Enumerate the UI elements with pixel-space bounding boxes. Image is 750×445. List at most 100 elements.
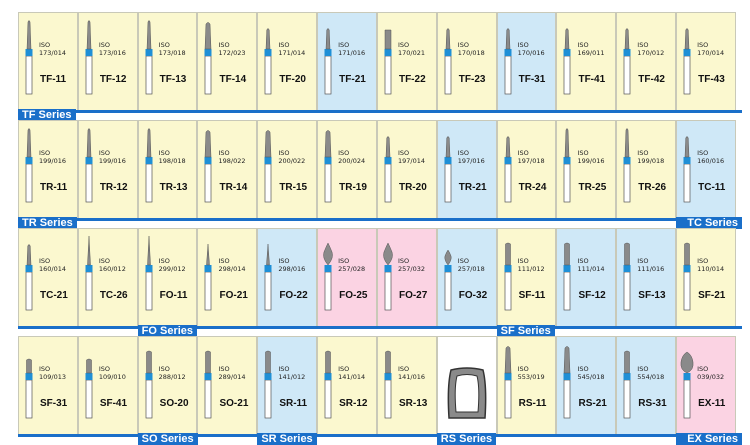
bur-icon xyxy=(623,350,631,419)
bur-ring xyxy=(683,373,691,380)
iso-label: ISO xyxy=(397,41,410,49)
product-code: TR-21 xyxy=(458,182,487,193)
bur-ring xyxy=(683,265,691,272)
iso-label: ISO xyxy=(158,257,170,265)
product-code: SF-13 xyxy=(638,290,666,301)
bur-head xyxy=(505,136,510,158)
product-code: TR-12 xyxy=(99,182,128,193)
product-code: TC-26 xyxy=(99,290,128,301)
bur-shank xyxy=(504,379,511,419)
iso-label: ISO xyxy=(98,257,110,265)
bur-shank xyxy=(25,163,33,203)
bur-icon xyxy=(204,130,212,203)
bur-ring xyxy=(683,157,691,164)
bur-ring xyxy=(563,157,571,164)
bur-icon xyxy=(204,243,212,311)
bur-shank xyxy=(564,55,571,95)
bur-icon xyxy=(264,243,272,311)
bur-head xyxy=(266,243,271,266)
iso-number: 197/014 xyxy=(397,156,425,165)
iso-label: ISO xyxy=(697,149,709,157)
iso-number: 160/016 xyxy=(697,156,725,165)
product-code: FO-32 xyxy=(458,290,488,301)
bur-shank xyxy=(564,271,571,311)
product-code: TF-23 xyxy=(458,74,486,85)
bur-ring xyxy=(25,373,33,380)
iso-label: ISO xyxy=(278,41,290,49)
iso-label: ISO xyxy=(397,365,410,373)
iso-number: 170/014 xyxy=(697,48,725,57)
iso-label: ISO xyxy=(158,149,170,157)
bur-icon xyxy=(264,130,272,203)
bur-ring xyxy=(145,265,153,272)
iso-number: 199/016 xyxy=(39,156,67,165)
iso-number: 298/014 xyxy=(218,264,246,273)
bur-icon xyxy=(384,136,392,203)
product-code: SF-12 xyxy=(578,290,606,301)
iso-number: 200/024 xyxy=(338,156,366,165)
series-label: FO Series xyxy=(137,325,198,337)
bur-head xyxy=(266,28,271,50)
bur-ring xyxy=(623,49,631,56)
iso-label: ISO xyxy=(577,149,589,157)
bur-icon xyxy=(683,28,691,95)
iso-number: 170/016 xyxy=(517,48,545,57)
iso-label: ISO xyxy=(697,365,709,373)
series-band xyxy=(18,326,742,329)
bur-ring xyxy=(623,157,631,164)
series-label: RS Series xyxy=(436,433,497,445)
bur-head xyxy=(504,242,511,266)
iso-spec: ISO 288/012 xyxy=(159,365,186,381)
product-code: SR-13 xyxy=(398,398,428,409)
product-code: TC-11 xyxy=(698,182,726,193)
iso-number: 141/012 xyxy=(278,372,306,381)
iso-spec: ISO 554/018 xyxy=(637,365,664,381)
bur-head xyxy=(146,20,151,50)
bur-head xyxy=(26,128,32,158)
iso-label: ISO xyxy=(218,257,230,265)
bur-shank xyxy=(384,379,392,419)
product-code: SF-11 xyxy=(518,290,546,301)
product-cell xyxy=(257,12,318,112)
series-band xyxy=(18,434,742,437)
bur-head xyxy=(564,242,571,266)
iso-number: 171/016 xyxy=(338,48,366,57)
bur-ring xyxy=(683,49,691,56)
iso-label: ISO xyxy=(39,365,51,373)
bur-ring xyxy=(204,265,212,272)
bur-icon xyxy=(563,128,571,203)
bur-shank xyxy=(623,55,631,95)
iso-number: 111/012 xyxy=(517,264,545,273)
iso-spec: ISO 110/014 xyxy=(697,257,724,273)
iso-spec: ISO 141/016 xyxy=(397,365,425,381)
bur-head xyxy=(265,130,272,158)
bur-icon xyxy=(623,128,631,203)
iso-label: ISO xyxy=(697,257,709,265)
bur-ring xyxy=(384,265,392,272)
iso-label: ISO xyxy=(517,149,529,157)
product-code: TR-24 xyxy=(518,182,547,193)
iso-spec: ISO 289/014 xyxy=(218,365,245,381)
bur-shank xyxy=(564,163,571,203)
bur-head xyxy=(684,136,690,158)
iso-spec: ISO 109/013 xyxy=(39,365,66,381)
bur-ring xyxy=(85,373,93,380)
bur-shank xyxy=(145,163,153,203)
bur-ring xyxy=(444,265,452,272)
product-code: TR-25 xyxy=(578,182,607,193)
iso-number: 173/016 xyxy=(98,48,126,57)
iso-label: ISO xyxy=(457,257,469,265)
bur-shank xyxy=(683,163,691,203)
bur-shank xyxy=(25,271,33,311)
bur-ring xyxy=(563,373,571,380)
iso-number: 170/021 xyxy=(397,48,425,57)
bur-icon xyxy=(204,350,212,419)
bur-shank xyxy=(324,271,332,311)
bur-shank xyxy=(205,379,212,419)
bur-head xyxy=(205,22,212,50)
product-code: TR-11 xyxy=(40,182,68,193)
bur-ring xyxy=(504,49,512,56)
iso-number: 197/016 xyxy=(457,156,485,165)
iso-number: 198/022 xyxy=(218,156,246,165)
product-code: TR-14 xyxy=(219,182,248,193)
